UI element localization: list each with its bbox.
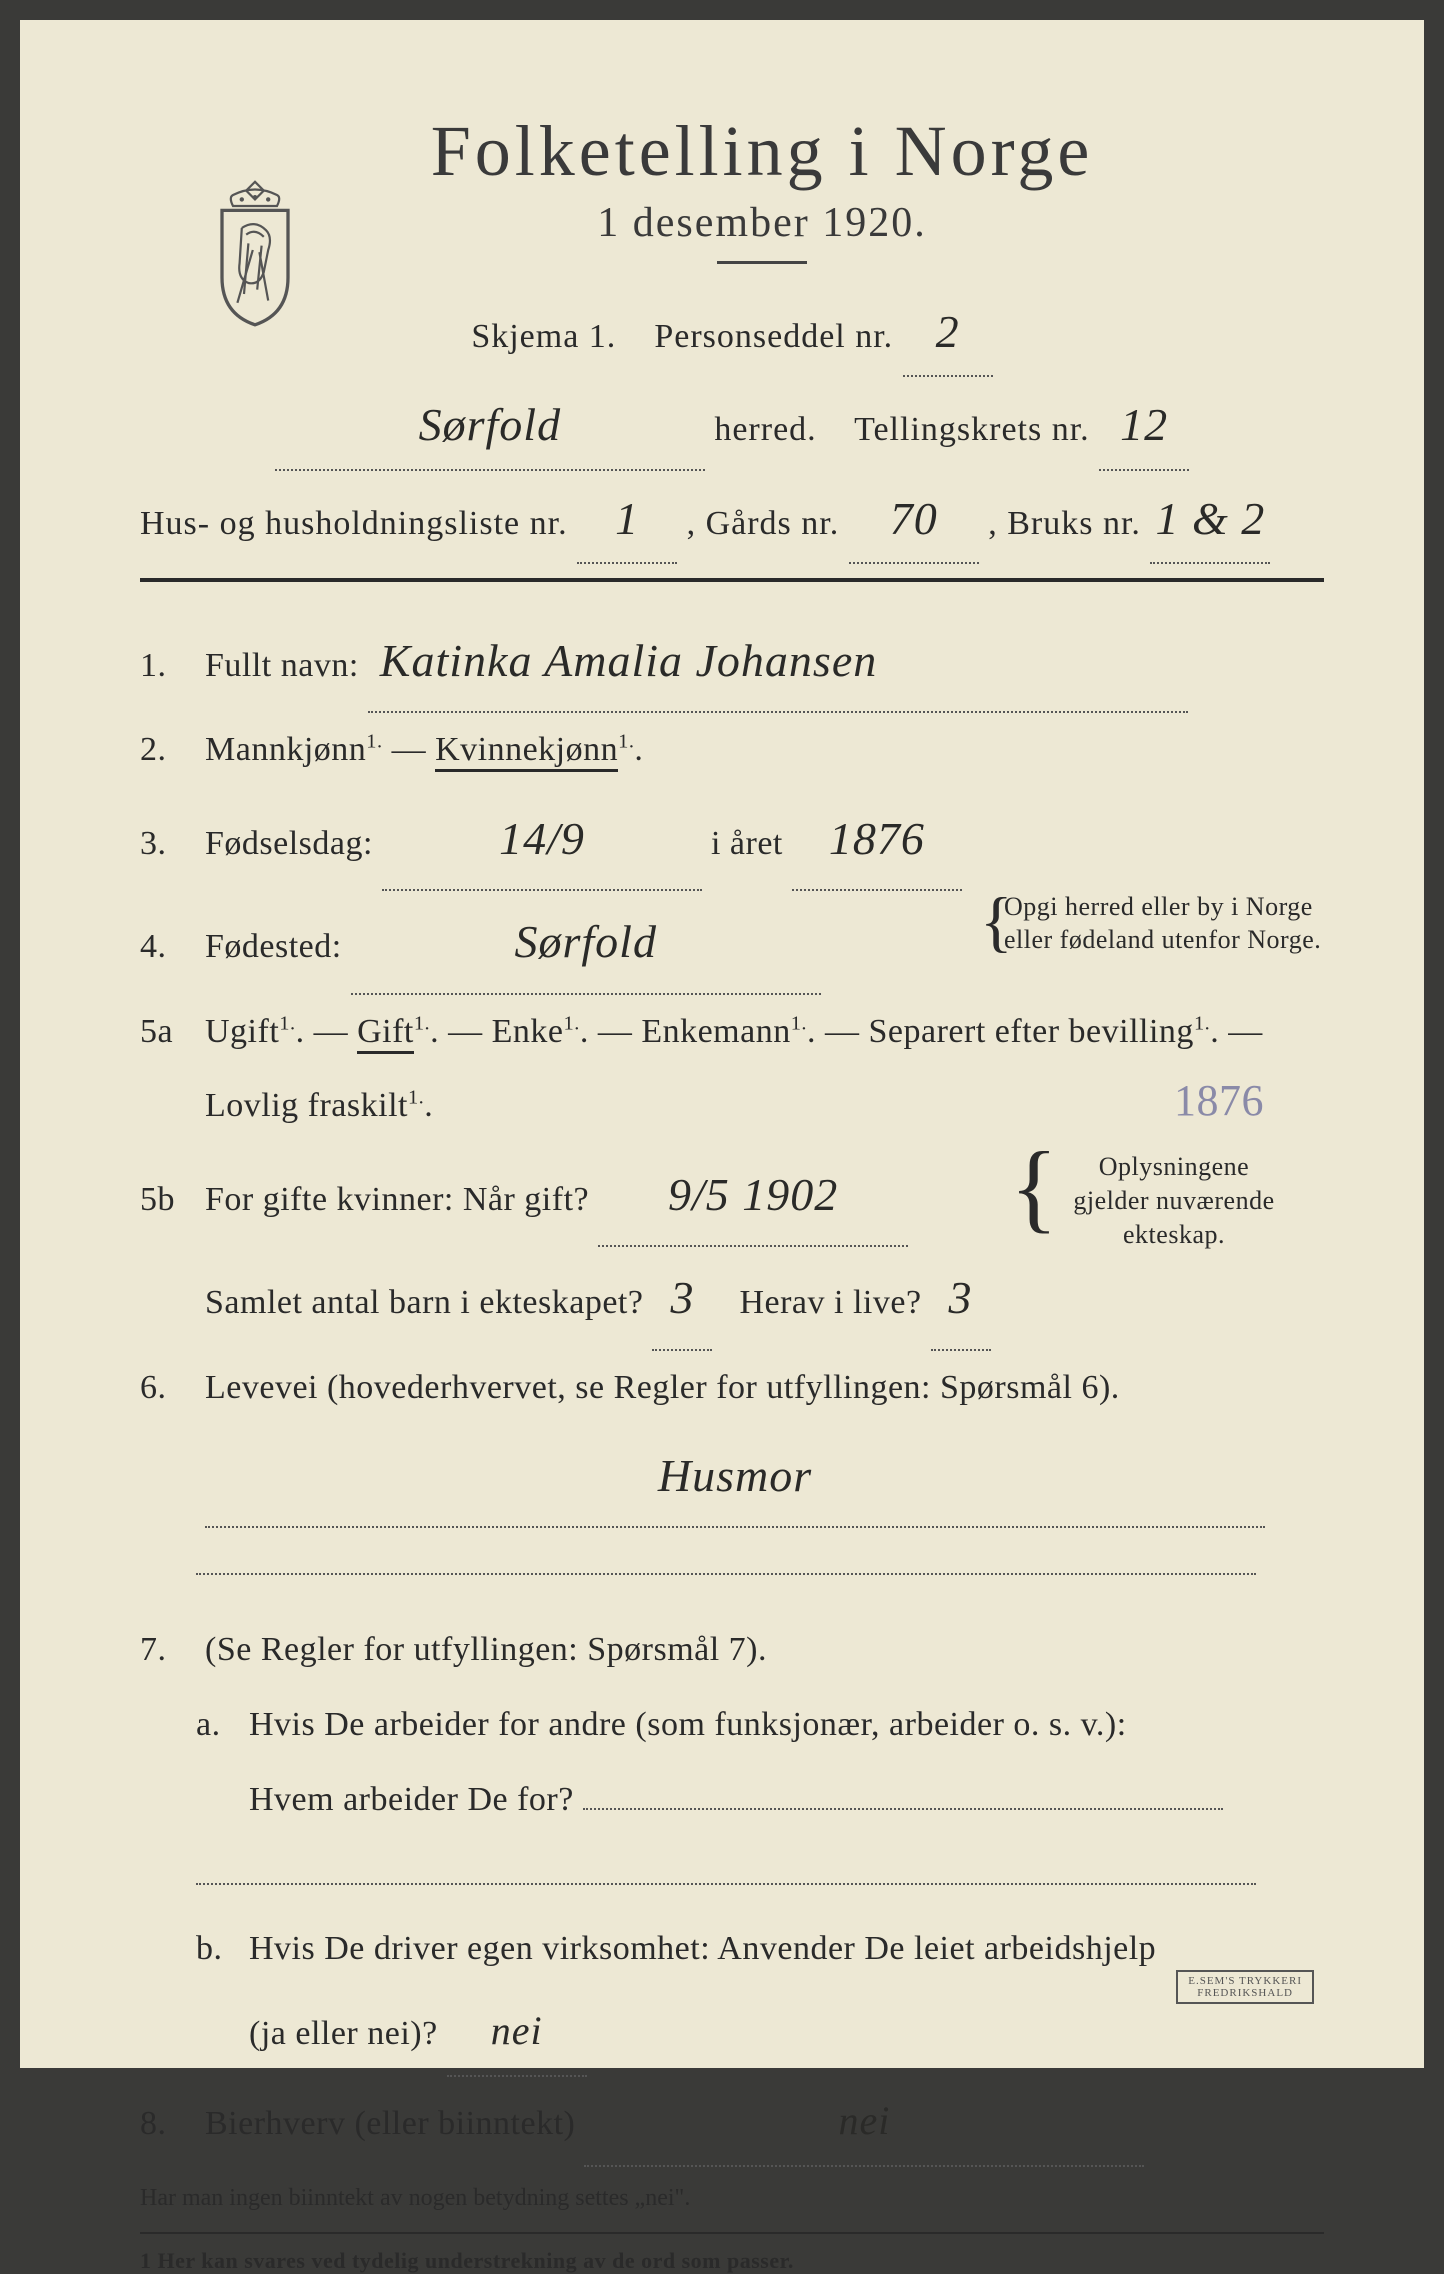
- q1-num: 1.: [140, 629, 196, 704]
- q5b-row: 5b For gifte kvinner: Når gift? 9/5 1902…: [140, 1144, 1324, 1350]
- q3-year: 1876: [792, 788, 962, 891]
- coat-of-arms-icon: [200, 170, 310, 330]
- q4-label: Fødested:: [205, 928, 342, 965]
- q8-row: 8. Bierhverv (eller biinntekt) nei: [140, 2077, 1324, 2167]
- q8-value: nei: [584, 2077, 1144, 2167]
- title-block: Folketelling i Norge 1 desember 1920.: [140, 110, 1324, 264]
- q7a-label: Hvis De arbeider for andre (som funksjon…: [249, 1706, 1127, 1743]
- q4-sidenote: { Opgi herred eller by i Norge eller fød…: [1004, 891, 1324, 956]
- q5a-enke: Enke: [492, 1013, 564, 1050]
- q5a-gift: Gift: [357, 1013, 414, 1054]
- q5b-label1: For gifte kvinner: Når gift?: [205, 1181, 589, 1218]
- page-title: Folketelling i Norge: [200, 110, 1324, 193]
- header-divider: [140, 578, 1324, 582]
- q5b-val1: 9/5 1902: [598, 1144, 908, 1247]
- q5b-sidenote: { Oplysningene gjelder nuværende ekteska…: [1044, 1150, 1304, 1251]
- q1-label: Fullt navn:: [205, 647, 359, 684]
- q7-row: 7. (Se Regler for utfyllingen: Spørsmål …: [140, 1613, 1324, 2077]
- q1-row: 1. Fullt navn: Katinka Amalia Johansen: [140, 610, 1324, 713]
- q2-row: 2. Mannkjønn1. — Kvinnekjønn1..: [140, 713, 1324, 788]
- q5b-side1: Oplysningene: [1044, 1150, 1304, 1184]
- q7b-q: (ja eller nei)?: [249, 2015, 438, 2052]
- skjema-label-right: Personseddel nr.: [654, 318, 893, 355]
- q5a-row: 5a Ugift1.. — Gift1.. — Enke1.. — Enkema…: [140, 995, 1324, 1145]
- footer-divider: [140, 2232, 1324, 2234]
- title-divider: [717, 261, 807, 264]
- footnote-1: Har man ingen biinntekt av nogen betydni…: [140, 2185, 1324, 2212]
- gard-label: , Gårds nr.: [687, 505, 840, 542]
- page-subtitle: 1 desember 1920.: [200, 199, 1324, 247]
- personseddel-value: 2: [903, 288, 993, 377]
- q5b-side2: gjelder nuværende: [1044, 1184, 1304, 1218]
- pencil-year: 1876: [1174, 1053, 1264, 1150]
- q2-mann: Mannkjønn: [205, 731, 366, 768]
- q5a-enkemann: Enkemann: [641, 1013, 790, 1050]
- bruk-value: 1 & 2: [1150, 475, 1270, 564]
- meta-block: Skjema 1. Personseddel nr. 2 Sørfold her…: [140, 288, 1324, 564]
- q3-row: 3. Fødselsdag: 14/9 i året 1876: [140, 788, 1324, 891]
- krets-label: Tellingskrets nr.: [854, 411, 1090, 448]
- form-body: 1. Fullt navn: Katinka Amalia Johansen 2…: [140, 610, 1324, 2167]
- brace-icon: {: [1010, 1144, 1059, 1229]
- q3-mid: i året: [711, 825, 783, 862]
- husliste-label: Hus- og husholdningsliste nr.: [140, 505, 568, 542]
- stamp-line2: FREDRIKSHALD: [1188, 1987, 1302, 1999]
- q4-value: Sørfold: [351, 891, 821, 994]
- q5b-side3: ekteskap.: [1044, 1218, 1304, 1252]
- q6-label: Levevei (hovederhvervet, se Regler for u…: [205, 1369, 1120, 1406]
- herred-line: Sørfold herred. Tellingskrets nr. 12: [140, 381, 1324, 470]
- q8-label: Bierhverv (eller biinntekt): [205, 2105, 575, 2142]
- q5b-num: 5b: [140, 1163, 196, 1238]
- q2-dash: —: [392, 731, 436, 768]
- q4-row: 4. Fødested: Sørfold { Opgi herred eller…: [140, 891, 1324, 994]
- footnote-2: 1 Her kan svares ved tydelig understrekn…: [140, 2248, 1324, 2274]
- q5a-separert: Separert efter bevilling: [869, 1013, 1194, 1050]
- q7a-q: Hvem arbeider De for?: [249, 1781, 574, 1818]
- q4-side2: eller fødeland utenfor Norge.: [1004, 924, 1324, 957]
- q6-value: Husmor: [205, 1425, 1265, 1528]
- q5a-ugift: Ugift: [205, 1013, 279, 1050]
- q4-side1: Opgi herred eller by i Norge: [1004, 891, 1324, 924]
- q2-num: 2.: [140, 713, 196, 788]
- q8-num: 8.: [140, 2087, 196, 2162]
- brace-icon: {: [980, 891, 1013, 952]
- q5b-val2: 3: [652, 1247, 712, 1350]
- q7-label: (Se Regler for utfyllingen: Spørsmål 7).: [205, 1631, 767, 1668]
- q6-row: 6. Levevei (hovederhvervet, se Regler fo…: [140, 1351, 1324, 1604]
- herred-label: herred.: [714, 411, 816, 448]
- q4-num: 4.: [140, 910, 196, 985]
- krets-value: 12: [1099, 381, 1189, 470]
- husliste-value: 1: [577, 475, 677, 564]
- q1-value: Katinka Amalia Johansen: [368, 610, 1188, 713]
- q7-num: 7.: [140, 1613, 196, 1688]
- herred-value: Sørfold: [275, 381, 705, 470]
- skjema-line: Skjema 1. Personseddel nr. 2: [140, 288, 1324, 377]
- q3-day: 14/9: [382, 788, 702, 891]
- q3-num: 3.: [140, 807, 196, 882]
- q5a-num: 5a: [140, 995, 196, 1070]
- q6-num: 6.: [140, 1351, 196, 1426]
- q5b-label2: Samlet antal barn i ekteskapet?: [205, 1284, 643, 1321]
- q7b-value: nei: [447, 1987, 587, 2077]
- bruk-label: , Bruks nr.: [988, 505, 1141, 542]
- gard-value: 70: [849, 475, 979, 564]
- husliste-line: Hus- og husholdningsliste nr. 1 , Gårds …: [140, 475, 1324, 564]
- q7b-label: Hvis De driver egen virksomhet: Anvender…: [249, 1930, 1156, 1967]
- stamp-line1: E.SEM'S TRYKKERI: [1188, 1975, 1302, 1987]
- q5b-label3: Herav i live?: [739, 1284, 921, 1321]
- q3-label: Fødselsdag:: [205, 825, 373, 862]
- q5a-fraskilt: Lovlig fraskilt: [205, 1087, 408, 1124]
- q5b-val3: 3: [931, 1247, 991, 1350]
- census-form-page: Folketelling i Norge 1 desember 1920. Sk…: [20, 20, 1424, 2068]
- skjema-label-left: Skjema 1.: [471, 318, 616, 355]
- q2-kvinne: Kvinnekjønn: [435, 731, 618, 772]
- printer-stamp: E.SEM'S TRYKKERI FREDRIKSHALD: [1176, 1970, 1314, 2004]
